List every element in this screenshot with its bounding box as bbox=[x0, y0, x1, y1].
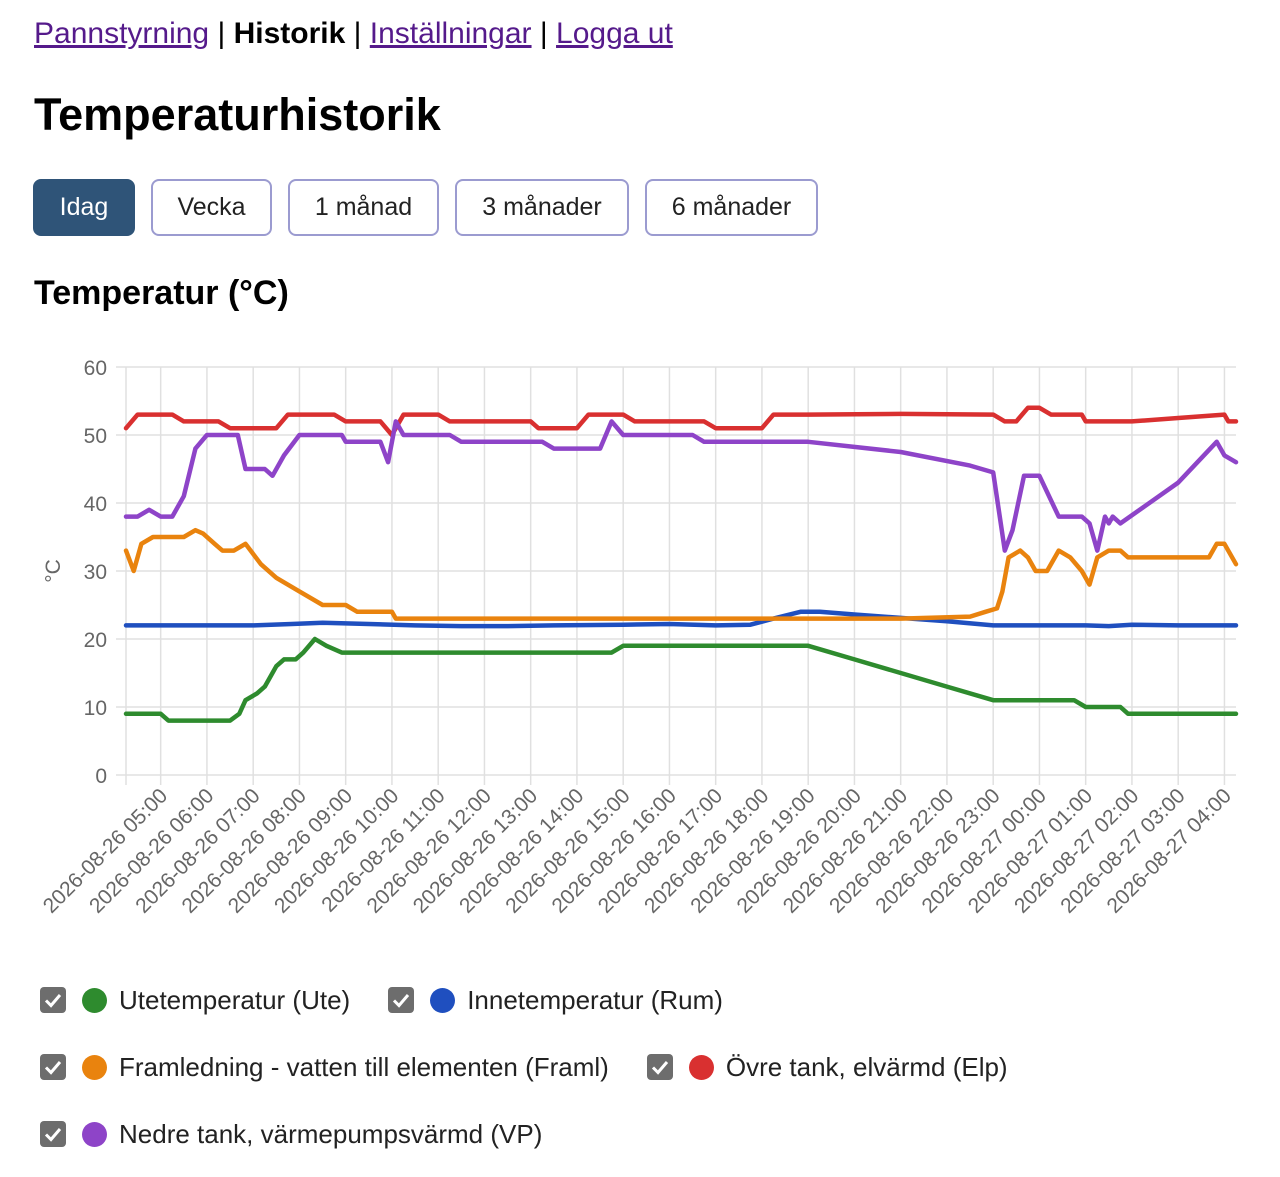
y-tick-label: 60 bbox=[84, 357, 107, 380]
nav-link-installningar[interactable]: Inställningar bbox=[369, 17, 532, 50]
chart-series bbox=[123, 405, 1239, 723]
range-button-3-manader[interactable]: 3 månader bbox=[455, 179, 629, 236]
range-button-idag[interactable]: Idag bbox=[33, 179, 135, 236]
legend-color-dot bbox=[688, 1054, 714, 1080]
y-tick-label: 20 bbox=[84, 629, 107, 652]
nav-link-logga-ut[interactable]: Logga ut bbox=[556, 17, 673, 50]
range-button-6-manader[interactable]: 6 månader bbox=[645, 179, 818, 236]
legend-label: Utetemperatur (Ute) bbox=[119, 984, 351, 1015]
series-line-0 bbox=[123, 636, 1239, 723]
series-line-3 bbox=[123, 405, 1239, 438]
legend-color-dot bbox=[82, 1054, 107, 1080]
y-tick-label: 10 bbox=[84, 697, 107, 720]
y-tick-label: 0 bbox=[95, 765, 107, 788]
nav-separator: | bbox=[539, 17, 548, 50]
legend-item[interactable]: Innetemperatur (Rum) bbox=[388, 985, 723, 1016]
legend-item[interactable]: Framledning - vatten till elementen (Fra… bbox=[40, 1052, 609, 1083]
chart-legend: Utetemperatur (Ute) Innetemperatur (Rum) F… bbox=[40, 976, 1046, 1177]
y-tick-label: 30 bbox=[84, 561, 107, 584]
nav-separator: | bbox=[353, 17, 362, 50]
legend-row: Nedre tank, värmepumpsvärmd (VP) bbox=[40, 1110, 1046, 1158]
legend-label: Innetemperatur (Rum) bbox=[467, 984, 723, 1015]
nav-item-historik-current: Historik bbox=[233, 17, 346, 50]
chart-grid bbox=[116, 366, 1236, 785]
series-line-1 bbox=[123, 609, 1239, 629]
checkbox-checked-icon[interactable] bbox=[40, 1054, 66, 1080]
legend-label: Framledning - vatten till elementen (Fra… bbox=[119, 1051, 609, 1082]
legend-row: Utetemperatur (Ute) Innetemperatur (Rum) bbox=[40, 976, 1046, 1024]
checkbox-checked-icon[interactable] bbox=[40, 1121, 66, 1147]
y-tick-label: 50 bbox=[84, 425, 107, 448]
legend-item[interactable]: Nedre tank, värmepumpsvärmd (VP) bbox=[40, 1119, 542, 1150]
legend-color-dot bbox=[82, 987, 107, 1013]
legend-row: Framledning - vatten till elementen (Fra… bbox=[40, 1043, 1046, 1091]
legend-label: Nedre tank, värmepumpsvärmd (VP) bbox=[119, 1118, 543, 1149]
checkbox-checked-icon[interactable] bbox=[388, 987, 415, 1013]
range-button-vecka[interactable]: Vecka bbox=[151, 179, 272, 236]
range-button-1-manad[interactable]: 1 månad bbox=[288, 179, 439, 236]
y-tick-label: 40 bbox=[84, 493, 107, 516]
nav-separator: | bbox=[217, 17, 226, 50]
legend-item[interactable]: Utetemperatur (Ute) bbox=[40, 985, 350, 1016]
chart-title: Temperatur (°C) bbox=[34, 274, 289, 312]
nav-link-pannstyrning[interactable]: Pannstyrning bbox=[34, 17, 210, 50]
legend-color-dot bbox=[430, 987, 456, 1013]
series-line-4 bbox=[123, 419, 1239, 553]
range-button-group: Idag Vecka 1 månad 3 månader 6 månader bbox=[33, 179, 818, 236]
page-title: Temperaturhistorik bbox=[34, 89, 441, 140]
checkbox-checked-icon[interactable] bbox=[40, 987, 66, 1013]
checkbox-checked-icon[interactable] bbox=[646, 1054, 673, 1080]
legend-color-dot bbox=[82, 1121, 107, 1147]
top-nav: Pannstyrning | Historik | Inställningar … bbox=[34, 14, 673, 54]
y-axis-title: °C bbox=[42, 559, 65, 583]
series-line-2 bbox=[123, 527, 1239, 621]
legend-item[interactable]: Övre tank, elvärmd (Elp) bbox=[646, 1051, 1008, 1083]
legend-label: Övre tank, elvärmd (Elp) bbox=[725, 1051, 1008, 1082]
